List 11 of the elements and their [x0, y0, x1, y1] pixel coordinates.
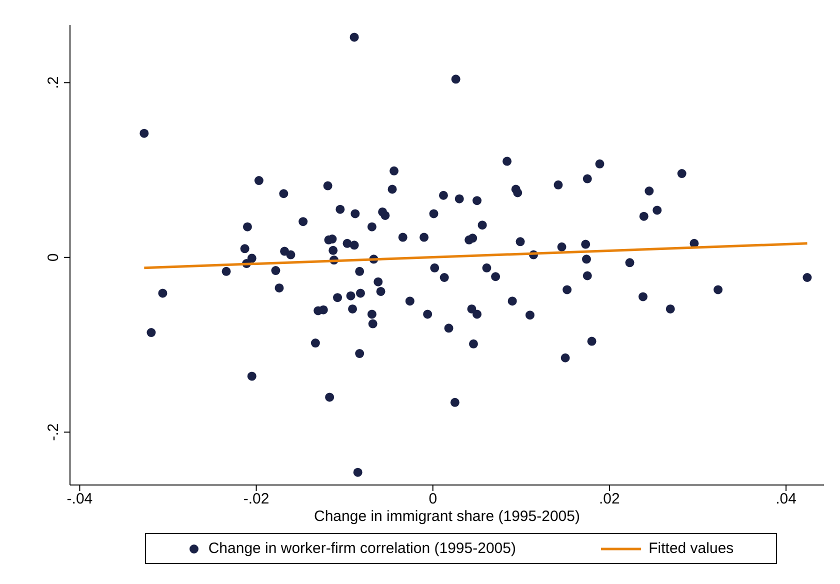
x-tick-label: 0 [428, 490, 438, 508]
x-tick-label: .02 [599, 490, 620, 508]
legend-label: Change in worker-firm correlation (1995-2005) [208, 540, 516, 557]
x-tick-label: -.04 [66, 490, 93, 508]
x-tick-label: .04 [776, 490, 796, 508]
x-axis-title: Change in immigrant share (1995-2005) [314, 508, 580, 525]
y-tick-label: .2 [45, 76, 62, 89]
x-tick-label: -.02 [243, 490, 270, 508]
y-tick-label: -.2 [45, 423, 62, 441]
y-tick-label: 0 [45, 253, 62, 262]
legend-label: Fitted values [648, 540, 734, 557]
